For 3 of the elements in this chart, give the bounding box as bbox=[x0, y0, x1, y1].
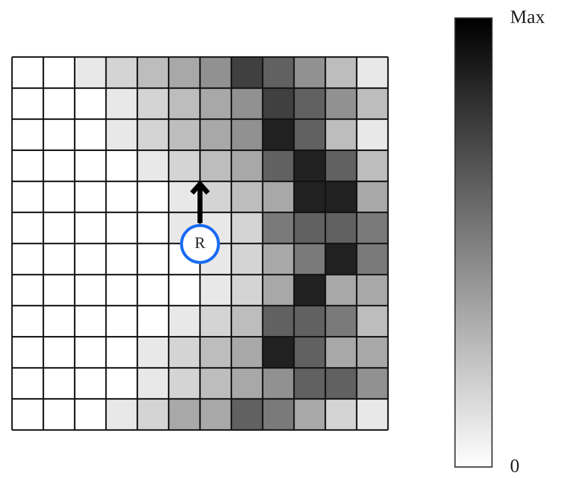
color-bar-label: Max bbox=[510, 6, 546, 28]
annotation: R bbox=[180, 224, 220, 264]
color-bar-label: 0 bbox=[510, 456, 520, 477]
